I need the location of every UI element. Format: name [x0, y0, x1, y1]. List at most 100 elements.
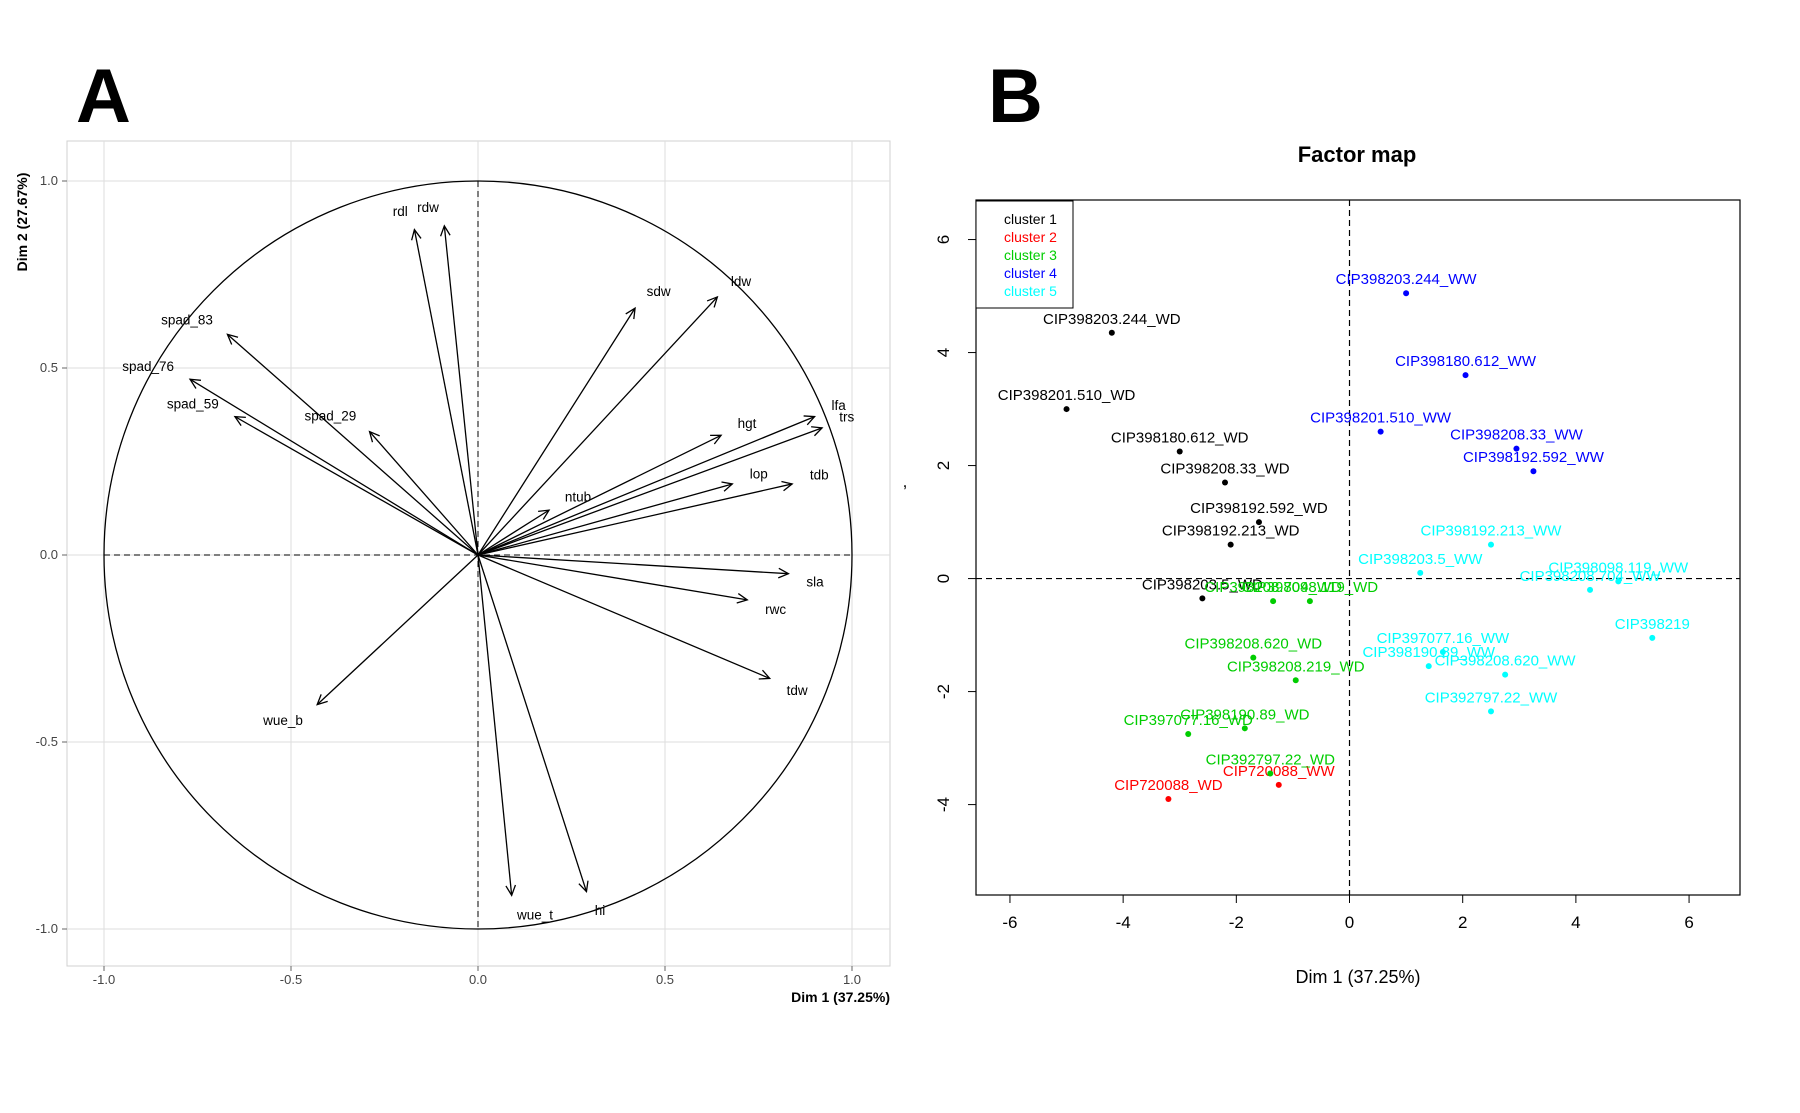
panel-b-frame	[975, 199, 1741, 896]
panel-a-ticks: -1.0 -0.5 0.0 0.5 1.0 1.0 0.5 0.0 -0.5 -1.0	[36, 173, 861, 987]
label-hgt: hgt	[738, 416, 757, 431]
panel-a-x-tick-label: 0.0	[469, 972, 487, 987]
point-label-CIP720088_WD: CIP720088_WD	[1114, 777, 1223, 794]
point-CIP398208.33_WD	[1222, 479, 1229, 486]
arrow-sdw	[477, 307, 636, 556]
label-wue_t: wue_t	[516, 907, 553, 922]
arrow-tdw	[477, 554, 770, 680]
label-spad_83: spad_83	[161, 312, 213, 327]
label-spad_29: spad_29	[304, 409, 356, 424]
arrowhead-rdw	[439, 224, 451, 237]
point-CIP398192.592_WW	[1530, 468, 1537, 475]
arrowhead-spad_76	[188, 378, 202, 389]
point-label-CIP398098.119_WD: CIP398098.119_WD	[1242, 579, 1379, 596]
point-label-CIP392797.22_WW: CIP392797.22_WW	[1425, 689, 1558, 706]
panel-b-y-tick-label: 0	[934, 574, 953, 583]
point-label-CIP398192.213_WD: CIP398192.213_WD	[1162, 523, 1300, 540]
point-label-CIP397077.16_WD: CIP397077.16_WD	[1124, 712, 1253, 729]
point-label-CIP398208.704_WD: CIP398208.704_WD	[1204, 579, 1342, 596]
point-label-CIP398203.5_WW: CIP398203.5_WW	[1358, 551, 1483, 568]
panel-a-y-tick-label: -1.0	[36, 921, 58, 936]
arrowhead-tdb	[781, 480, 794, 492]
point-CIP398203.5_WW	[1417, 569, 1424, 576]
point-label-CIP398203.244_WW: CIP398203.244_WW	[1336, 271, 1478, 288]
arrow-sla	[477, 554, 789, 575]
panel-b-ticks: -6 -4 -2 0 2 4 6 6 4 2 0 -2 -4	[934, 200, 1740, 932]
arrowhead-wue_t	[505, 884, 517, 897]
point-label-CIP398208.219_WD: CIP398208.219_WD	[1227, 658, 1365, 675]
arrowhead-spad_29	[368, 430, 380, 443]
arrowhead-ntub	[538, 509, 551, 520]
legend-box	[975, 200, 1074, 309]
legend-entry-1: cluster 1	[1004, 211, 1057, 227]
point-label-CIP398180.612_WW: CIP398180.612_WW	[1395, 353, 1537, 370]
panel-b-x-tick-label: -6	[1002, 913, 1017, 932]
panel-b-x-axis-title: Dim 1 (37.25%)	[1295, 967, 1420, 987]
label-sla: sla	[806, 574, 824, 589]
arrow-hi	[477, 554, 588, 892]
panel-b-title: Factor map	[1298, 142, 1417, 167]
label-rwc: rwc	[765, 602, 786, 617]
point-label-CIP397077.16_WW: CIP397077.16_WW	[1377, 630, 1510, 647]
label-sdw: sdw	[647, 284, 671, 299]
panel-b-y-tick-label: 4	[934, 348, 953, 357]
panel-b-y-tick-label: 6	[934, 235, 953, 244]
panel-letter-a: A	[76, 54, 131, 139]
legend-entry-2: cluster 2	[1004, 229, 1057, 245]
label-ldw: ldw	[731, 274, 752, 289]
panel-a-y-tick-label: -0.5	[36, 734, 58, 749]
legend-entry-5: cluster 5	[1004, 283, 1057, 299]
arrow-rwc	[477, 554, 748, 601]
point-label-CIP398190.89_WD: CIP398190.89_WD	[1180, 706, 1309, 723]
panel-a-arrows: rdl rdw spad_83 spad_76 spad_59 spad_29 sdw ldw…	[122, 200, 854, 922]
arrow-spad_29	[369, 431, 479, 556]
point-CIP398203.244_WD	[1108, 329, 1115, 336]
point-CIP398203.5_WD	[1199, 595, 1206, 602]
panel-a-variables-plot: rdl rdw spad_83 spad_76 spad_59 spad_29 sdw ldw…	[14, 140, 891, 1005]
label-rdw: rdw	[417, 200, 439, 215]
panel-a-x-axis-title: Dim 1 (37.25%)	[791, 989, 890, 1005]
arrow-ldw	[477, 296, 718, 556]
arrow-spad_59	[234, 416, 479, 556]
point-CIP398098.119_WW	[1615, 578, 1622, 585]
legend-entry-3: cluster 3	[1004, 247, 1057, 263]
point-CIP397077.16_WD	[1185, 730, 1192, 737]
panel-letter-b: B	[988, 54, 1043, 139]
arrowhead-spad_59	[233, 415, 246, 427]
panel-b-x-tick-label: -4	[1116, 913, 1131, 932]
panel-b-factor-map: Factor map -6 -4 -2 0 2 4 6 6 4 2 0 -2 -4 CIP398203.…	[903, 142, 1741, 987]
panel-a-y-axis-title: Dim 2 (27.67%)	[14, 173, 30, 272]
point-CIP398203.244_WW	[1403, 290, 1410, 297]
point-CIP720088_WD	[1165, 795, 1172, 802]
point-label-CIP398192.592_WW: CIP398192.592_WW	[1463, 449, 1605, 466]
panel-a-x-tick-label: -0.5	[280, 972, 302, 987]
label-ntub: ntub	[565, 490, 591, 505]
arrowhead-lfa	[803, 415, 816, 426]
arrow-wue_b	[316, 554, 479, 706]
point-label-CIP398098.119_WW: CIP398098.119_WW	[1548, 559, 1689, 576]
panel-b-y-tick-label: -2	[934, 684, 953, 699]
label-trs: trs	[839, 410, 854, 425]
panel-b-x-tick-label: 4	[1571, 913, 1580, 932]
panel-b-x-tick-label: -2	[1229, 913, 1244, 932]
point-label-CIP398201.510_WD: CIP398201.510_WD	[998, 387, 1136, 404]
arrowhead-wue_b	[316, 694, 328, 706]
point-label-CIP398192.213_WW: CIP398192.213_WW	[1421, 523, 1563, 540]
panel-b-y-tick-label: -4	[934, 797, 953, 812]
arrow-rdw	[443, 225, 479, 556]
arrow-spad_76	[189, 378, 479, 556]
panel-a-y-tick-label: 0.0	[40, 547, 58, 562]
label-spad_59: spad_59	[167, 397, 219, 412]
label-tdb: tdb	[810, 467, 829, 482]
point-CIP398219	[1649, 634, 1656, 641]
arrow-trs	[477, 427, 823, 556]
arrowhead-rdl	[410, 228, 422, 241]
point-CIP392797.22_WD	[1267, 770, 1274, 777]
arrowhead-trs	[811, 426, 824, 437]
point-CIP398192.213_WW	[1487, 541, 1494, 548]
point-label-CIP398203.244_WD: CIP398203.244_WD	[1043, 311, 1181, 328]
point-CIP397077.16_WW	[1439, 649, 1446, 656]
label-hi: hi	[595, 903, 606, 918]
point-CIP398208.704_WW	[1587, 586, 1594, 593]
